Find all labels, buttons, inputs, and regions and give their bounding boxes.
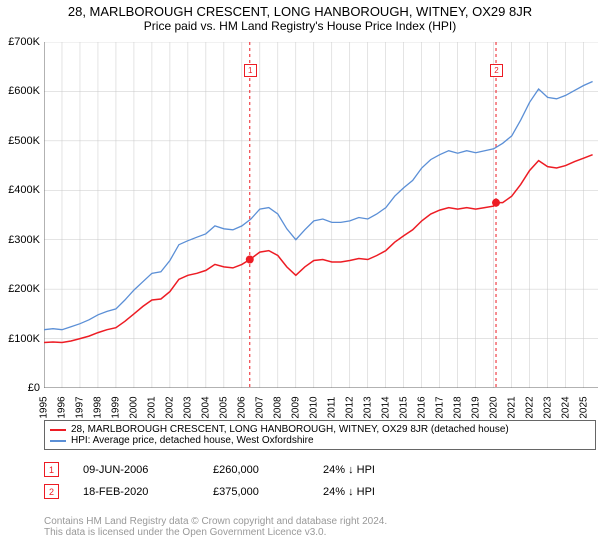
- sale-marker: 1: [44, 462, 59, 477]
- chart-title: 28, MARLBOROUGH CRESCENT, LONG HANBOROUG…: [0, 0, 600, 19]
- sale-marker-box: 2: [490, 64, 503, 77]
- x-tick-label: 2012: [344, 396, 355, 418]
- sale-diff: 24% ↓ HPI: [323, 486, 375, 498]
- legend-swatch: [50, 440, 66, 442]
- attribution: Contains HM Land Registry data © Crown c…: [44, 516, 387, 538]
- x-tick-label: 2016: [416, 396, 427, 418]
- x-tick-label: 2001: [146, 396, 157, 418]
- legend-label: 28, MARLBOROUGH CRESCENT, LONG HANBOROUG…: [71, 424, 509, 435]
- sale-diff: 24% ↓ HPI: [323, 464, 375, 476]
- x-tick-label: 2002: [164, 396, 175, 418]
- x-tick-label: 2015: [398, 396, 409, 418]
- x-tick-label: 1997: [74, 396, 85, 418]
- x-tick-label: 2007: [254, 396, 265, 418]
- sale-row: 1 09-JUN-2006£260,00024% ↓ HPI: [44, 462, 375, 477]
- sale-price: £375,000: [213, 486, 323, 498]
- legend-row: 28, MARLBOROUGH CRESCENT, LONG HANBOROUG…: [50, 424, 590, 435]
- chart-container: 28, MARLBOROUGH CRESCENT, LONG HANBOROUG…: [0, 0, 600, 560]
- y-axis-labels: £0£100K£200K£300K£400K£500K£600K£700K: [0, 42, 40, 388]
- x-tick-label: 2008: [272, 396, 283, 418]
- chart-svg: [44, 42, 598, 388]
- sale-date: 09-JUN-2006: [83, 464, 213, 476]
- y-tick-label: £400K: [0, 184, 40, 196]
- x-tick-label: 2003: [182, 396, 193, 418]
- sale-date: 18-FEB-2020: [83, 486, 213, 498]
- y-tick-label: £500K: [0, 135, 40, 147]
- x-tick-label: 2017: [434, 396, 445, 418]
- x-tick-label: 1996: [56, 396, 67, 418]
- legend-row: HPI: Average price, detached house, West…: [50, 435, 590, 446]
- x-tick-label: 2022: [524, 396, 535, 418]
- attribution-line1: Contains HM Land Registry data © Crown c…: [44, 516, 387, 527]
- sale-marker: 2: [44, 484, 59, 499]
- x-tick-label: 2005: [218, 396, 229, 418]
- y-tick-label: £0: [0, 382, 40, 394]
- x-tick-label: 2004: [200, 396, 211, 418]
- x-tick-label: 1999: [110, 396, 121, 418]
- x-tick-label: 2009: [290, 396, 301, 418]
- chart-subtitle: Price paid vs. HM Land Registry's House …: [0, 19, 600, 35]
- legend: 28, MARLBOROUGH CRESCENT, LONG HANBOROUG…: [44, 420, 596, 450]
- y-tick-label: £100K: [0, 333, 40, 345]
- sale-marker-box: 1: [244, 64, 257, 77]
- x-tick-label: 2000: [128, 396, 139, 418]
- y-tick-label: £200K: [0, 283, 40, 295]
- attribution-line2: This data is licensed under the Open Gov…: [44, 527, 387, 538]
- y-tick-label: £700K: [0, 36, 40, 48]
- x-tick-label: 1995: [39, 396, 50, 418]
- x-tick-label: 2021: [506, 396, 517, 418]
- x-tick-label: 2013: [362, 396, 373, 418]
- y-tick-label: £600K: [0, 85, 40, 97]
- x-tick-label: 1998: [92, 396, 103, 418]
- x-tick-label: 2025: [578, 396, 589, 418]
- sale-row: 2 18-FEB-2020£375,00024% ↓ HPI: [44, 484, 375, 499]
- x-tick-label: 2018: [452, 396, 463, 418]
- x-axis-labels: 1995199619971998199920002001200220032004…: [44, 388, 598, 416]
- x-tick-label: 2019: [470, 396, 481, 418]
- legend-label: HPI: Average price, detached house, West…: [71, 435, 314, 446]
- x-tick-label: 2014: [380, 396, 391, 418]
- x-tick-label: 2020: [488, 396, 499, 418]
- x-tick-label: 2011: [326, 397, 337, 419]
- legend-swatch: [50, 429, 66, 431]
- x-tick-label: 2006: [236, 396, 247, 418]
- x-tick-label: 2023: [542, 396, 553, 418]
- y-tick-label: £300K: [0, 234, 40, 246]
- x-tick-label: 2010: [308, 396, 319, 418]
- sale-price: £260,000: [213, 464, 323, 476]
- x-tick-label: 2024: [560, 396, 571, 418]
